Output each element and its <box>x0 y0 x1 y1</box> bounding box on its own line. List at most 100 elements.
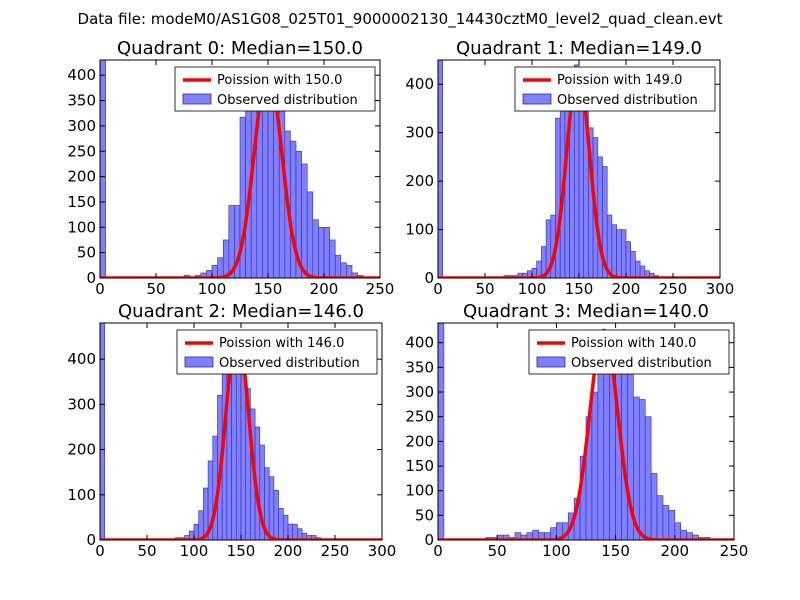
y-tick-label: 200 <box>405 432 434 450</box>
x-tick-label: 0 <box>95 280 105 298</box>
histogram-bar <box>312 219 319 278</box>
y-tick-label: 0 <box>86 531 96 549</box>
legend-poisson-label: Poission with 140.0 <box>571 336 696 351</box>
x-tick-label: 150 <box>565 280 594 298</box>
histogram-bar <box>278 508 284 540</box>
x-tick-label: 200 <box>274 542 303 560</box>
y-tick-label: 250 <box>67 142 96 160</box>
legend-bar-swatch <box>536 356 566 368</box>
y-tick-label: 250 <box>405 408 434 426</box>
histogram-bar <box>329 239 336 278</box>
histogram-bar <box>193 523 199 540</box>
chart-panel-1: Quadrant 1: Median=149.0 0 50 100 150 200 250 3… <box>405 38 734 298</box>
histogram-bar <box>662 505 670 540</box>
histogram-bar <box>668 510 676 540</box>
y-tick-label: 350 <box>405 358 434 376</box>
y-tick-label: 200 <box>67 441 96 459</box>
x-tick-label: 50 <box>137 542 156 560</box>
y-tick-label: 400 <box>67 66 96 84</box>
y-tick-label: 400 <box>405 334 434 352</box>
axes-frame <box>437 322 735 541</box>
x-tick-label: 50 <box>488 542 507 560</box>
x-tick-label: 150 <box>227 542 256 560</box>
histogram-bar <box>231 358 237 540</box>
y-tick-label: 0 <box>424 269 434 287</box>
poisson-curve <box>438 328 734 540</box>
histogram-bar <box>318 227 325 278</box>
chart-panel-2: Quadrant 2: Median=146.0 0 50 100 150 200 250 3… <box>67 301 396 560</box>
y-tick-label: 400 <box>67 350 96 368</box>
y-tick-label: 100 <box>67 486 96 504</box>
histogram-bar <box>273 489 279 540</box>
histogram-bar <box>630 251 636 278</box>
histogram-bar <box>222 239 230 278</box>
y-tick-label: 0 <box>424 531 434 549</box>
x-tick-label: 250 <box>321 542 350 560</box>
legend-poisson-label: Poission with 149.0 <box>557 73 682 88</box>
histogram-bar <box>306 191 314 278</box>
histogram-bar <box>438 323 445 540</box>
histogram-bar <box>438 60 443 278</box>
x-tick-label: 200 <box>612 280 641 298</box>
plot-content <box>438 323 734 540</box>
histogram-bar <box>290 140 297 278</box>
histogram-bar <box>100 323 105 540</box>
histogram-bar <box>674 522 682 540</box>
histogram-bar <box>282 514 289 540</box>
y-tick-label: 50 <box>415 506 434 524</box>
histogram-bar <box>555 117 561 278</box>
y-tick-label: 150 <box>405 457 434 475</box>
chart-title: Quadrant 3: Median=140.0 <box>463 301 709 322</box>
y-tick-label: 300 <box>67 117 96 135</box>
x-tick-label: 150 <box>601 542 630 560</box>
histogram-bar <box>620 229 627 278</box>
x-tick-label: 100 <box>180 542 209 560</box>
histogram-bar <box>591 391 599 540</box>
chart-panel-3: Quadrant 3: Median=140.0 0 50 100 150 200 250 0… <box>405 301 748 560</box>
legend-poisson-label: Poission with 146.0 <box>219 336 344 351</box>
legend-poisson-label: Poission with 150.0 <box>217 73 342 88</box>
histogram-bar <box>267 95 274 278</box>
legend-observed-label: Observed distribution <box>571 356 712 371</box>
x-tick-label: 200 <box>310 280 339 298</box>
histogram-bar <box>635 260 641 278</box>
histogram-bar <box>603 347 610 540</box>
legend-observed-label: Observed distribution <box>217 93 358 108</box>
figure-suptitle: Data file: modeM0/AS1G08_025T01_90000021… <box>78 10 723 29</box>
histogram-bar <box>287 523 293 540</box>
y-tick-label: 350 <box>67 92 96 110</box>
chart-title: Quadrant 2: Median=146.0 <box>118 301 364 322</box>
x-tick-label: 50 <box>146 280 165 298</box>
y-tick-label: 200 <box>67 168 96 186</box>
chart-panel-0: Quadrant 0: Median=150.0 0 50 100 150 200 250 0… <box>67 38 394 298</box>
histogram-bar <box>656 495 664 540</box>
histogram-bar <box>650 473 658 540</box>
y-tick-label: 300 <box>67 395 96 413</box>
histogram-bar <box>262 95 269 278</box>
histogram-bar <box>217 257 224 278</box>
x-tick-label: 0 <box>433 542 443 560</box>
poisson-curve <box>100 68 380 278</box>
y-tick-label: 200 <box>405 172 434 190</box>
histogram-bar <box>198 510 204 540</box>
y-tick-label: 300 <box>405 124 434 142</box>
histogram-bar <box>638 399 646 540</box>
chart-title: Quadrant 1: Median=149.0 <box>456 38 702 59</box>
y-tick-label: 100 <box>405 221 434 239</box>
histogram-bar <box>236 352 242 540</box>
histogram-bar <box>616 229 622 278</box>
histogram-bar <box>597 354 605 540</box>
legend-bar-swatch <box>184 356 214 368</box>
y-tick-label: 400 <box>405 75 434 93</box>
y-tick-label: 100 <box>405 482 434 500</box>
legend: Poission with 149.0 Observed distribution <box>514 66 716 112</box>
chart-title: Quadrant 0: Median=150.0 <box>117 38 363 59</box>
y-tick-label: 50 <box>77 244 96 262</box>
x-tick-label: 150 <box>254 280 283 298</box>
histogram-bar <box>268 476 275 540</box>
x-tick-label: 250 <box>659 280 688 298</box>
legend: Poission with 146.0 Observed distribution <box>176 329 378 375</box>
histogram-bar <box>100 60 106 278</box>
x-tick-label: 0 <box>433 280 443 298</box>
